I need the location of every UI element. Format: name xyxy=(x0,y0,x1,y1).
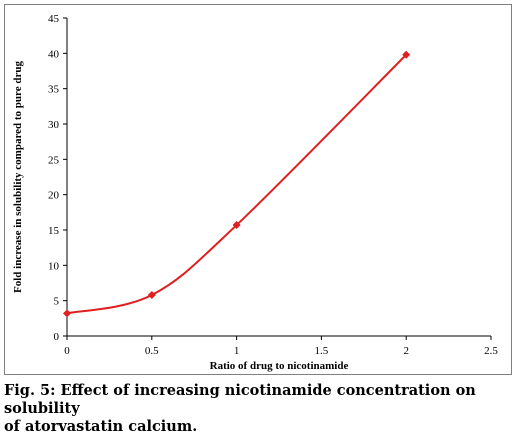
data-point-marker xyxy=(402,50,411,59)
x-axis-title: Ratio of drug to nicotinamide xyxy=(210,360,349,372)
y-tick-label: 10 xyxy=(48,260,60,272)
x-tick-label: 1 xyxy=(234,345,240,357)
series-group xyxy=(63,50,411,318)
x-axis-ticks: 0 0.5 1 1.5 2 2.5 xyxy=(64,336,498,357)
data-point-marker xyxy=(147,291,156,300)
chart-svg: 0 5 10 15 20 25 30 35 40 45 0 0.5 1 1.5 2 2.5 Ratio of… xyxy=(12,13,498,372)
chart-frame: 0 5 10 15 20 25 30 35 40 45 0 0.5 1 1.5 2 2.5 Ratio of… xyxy=(4,4,512,375)
x-tick-label: 0.5 xyxy=(145,345,159,357)
y-tick-label: 20 xyxy=(48,190,60,202)
figure-caption: Fig. 5: Effect of increasing nicotinamid… xyxy=(4,382,524,436)
y-tick-label: 30 xyxy=(48,119,60,131)
y-tick-label: 40 xyxy=(48,48,60,60)
y-tick-label: 45 xyxy=(48,13,60,25)
x-tick-label: 2 xyxy=(403,345,409,357)
x-tick-label: 0 xyxy=(64,345,70,357)
data-point-marker xyxy=(232,221,241,230)
x-tick-label: 1.5 xyxy=(315,345,329,357)
data-point-marker xyxy=(63,309,71,318)
x-tick-label: 2.5 xyxy=(484,345,498,357)
y-tick-label: 5 xyxy=(54,296,60,308)
series-line xyxy=(66,54,407,315)
caption-line-1: Fig. 5: Effect of increasing nicotinamid… xyxy=(4,382,476,417)
y-tick-label: 35 xyxy=(48,84,60,96)
y-axis-title: Fold increase in solubility compared to … xyxy=(12,61,24,293)
caption-line-2: of atorvastatin calcium. xyxy=(4,418,198,435)
y-axis-ticks: 0 5 10 15 20 25 30 35 40 45 xyxy=(48,13,67,343)
y-tick-label: 25 xyxy=(48,154,60,166)
y-tick-label: 0 xyxy=(54,331,60,343)
y-tick-label: 15 xyxy=(48,225,60,237)
